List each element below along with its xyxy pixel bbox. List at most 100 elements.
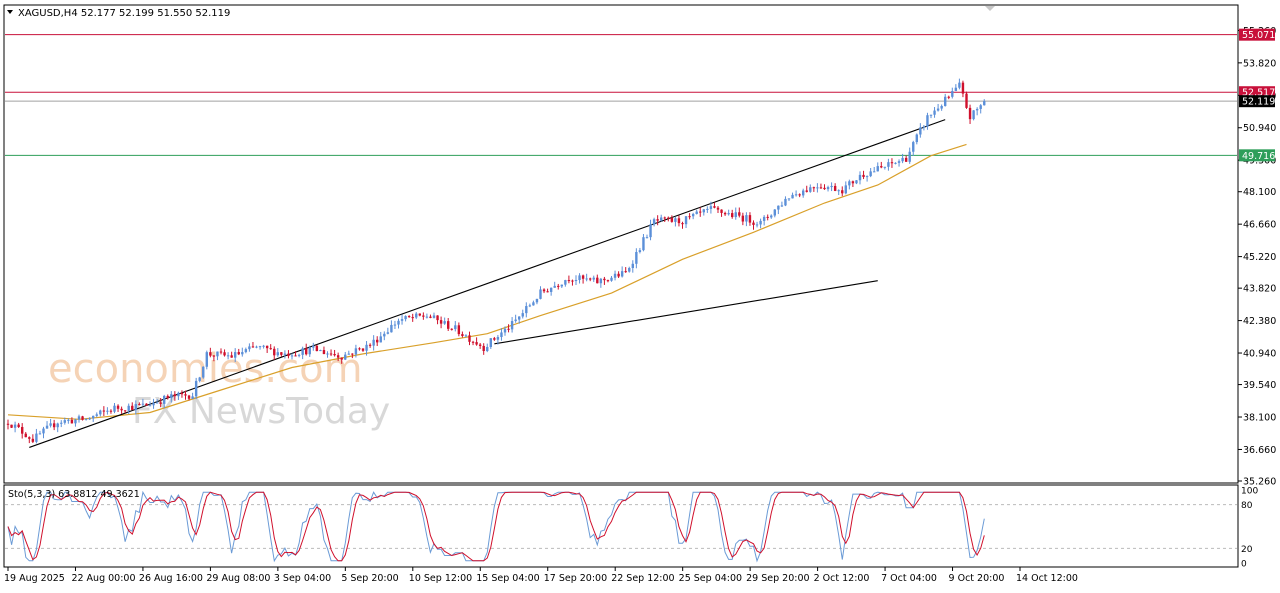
candle-body [308,347,311,355]
price-tick-label: 53.820 [1243,58,1276,69]
candle-body [319,350,322,352]
candle-body [638,250,642,252]
candle-body [305,348,308,355]
candle-body [166,395,169,399]
candle-body [429,316,432,318]
collapse-arrow-icon[interactable] [7,10,13,14]
candle-body [631,263,634,269]
candle-body [52,423,56,428]
candle-body [528,305,532,307]
candle-body [841,190,844,194]
candle-body [180,392,184,395]
time-tick-label: 5 Sep 20:00 [341,573,398,584]
candle-body [31,438,35,442]
time-tick-label: 9 Oct 20:00 [949,573,1005,584]
candle-body [422,315,425,317]
candle-body [936,108,940,111]
price-tick-label: 46.660 [1243,220,1276,231]
stochastic-label: Sto(5,3,3) 63.8812 49.3621 [8,489,140,500]
candle-body [486,346,489,352]
candle-body [354,348,358,355]
candle-body [63,420,66,423]
candle-body [620,271,624,277]
candle-body [191,396,194,399]
candle-body [791,194,794,199]
candle-body [599,278,603,284]
candle-body [471,341,475,343]
candle-body [237,352,240,355]
candle-body [74,419,77,424]
candle-body [617,273,620,277]
candle-body [209,352,212,356]
candle-body [148,405,152,407]
candle-body [333,354,336,356]
candle-body [102,410,106,412]
candle-body [674,218,677,222]
candle-body [919,127,922,135]
candle-body [152,402,155,406]
candle-body [269,348,272,350]
candle-body [77,416,81,420]
time-tick-label: 19 Aug 2025 [4,573,65,584]
candle-body [855,180,858,184]
candle-body [99,410,102,415]
candle-body [379,336,382,343]
candle-body [10,424,13,428]
candle-body [273,348,276,356]
candle-body [574,280,578,282]
candle-body [351,353,354,355]
level-label: 52.517 [1242,88,1275,99]
candle-body [163,395,166,404]
candle-body [88,418,91,420]
price-tick-label: 39.540 [1243,380,1276,391]
candle-body [837,190,840,192]
candle-body [283,353,287,355]
candle-body [897,161,901,163]
candle-body [170,394,173,399]
candle-body [500,332,503,338]
candle-body [223,352,226,356]
candle-body [635,251,638,264]
candle-body [557,285,560,287]
main-pane[interactable] [3,4,1239,484]
candle-body [667,217,670,219]
candle-body [507,328,510,330]
candle-body [876,166,879,172]
candle-body [777,205,780,210]
candle-body [244,349,248,353]
candle-body [159,402,162,404]
candle-body [972,110,975,120]
candle-body [92,415,95,419]
candle-body [464,335,468,337]
candle-body [141,403,145,405]
candle-body [709,206,713,209]
candle-body [865,176,869,178]
candle-body [695,211,698,214]
candle-body [439,320,443,324]
candle-body [297,354,301,356]
candle-body [738,212,741,216]
moving-average [7,143,967,420]
candle-body [241,352,244,355]
candle-body [677,218,681,224]
candle-body [933,110,936,115]
candle-body [645,237,649,239]
candle-body [521,313,524,317]
candle-body [922,126,926,128]
symbol-info: XAGUSD,H4 52.177 52.199 51.550 52.119 [18,8,230,19]
candle-body [858,174,862,181]
stochastic-pane[interactable] [3,484,1239,568]
candle-body [592,277,595,280]
candle-body [368,344,372,346]
candle-body [642,237,645,251]
candle-body [585,278,588,280]
time-tick-label: 25 Sep 04:00 [679,573,742,584]
candle-body [979,105,982,109]
candle-body [312,345,315,348]
candle-body [560,284,563,287]
candle-body [106,410,109,412]
candle-body [968,107,972,120]
price-tick-label: 35.260 [1243,477,1276,488]
candle-body [258,346,262,348]
